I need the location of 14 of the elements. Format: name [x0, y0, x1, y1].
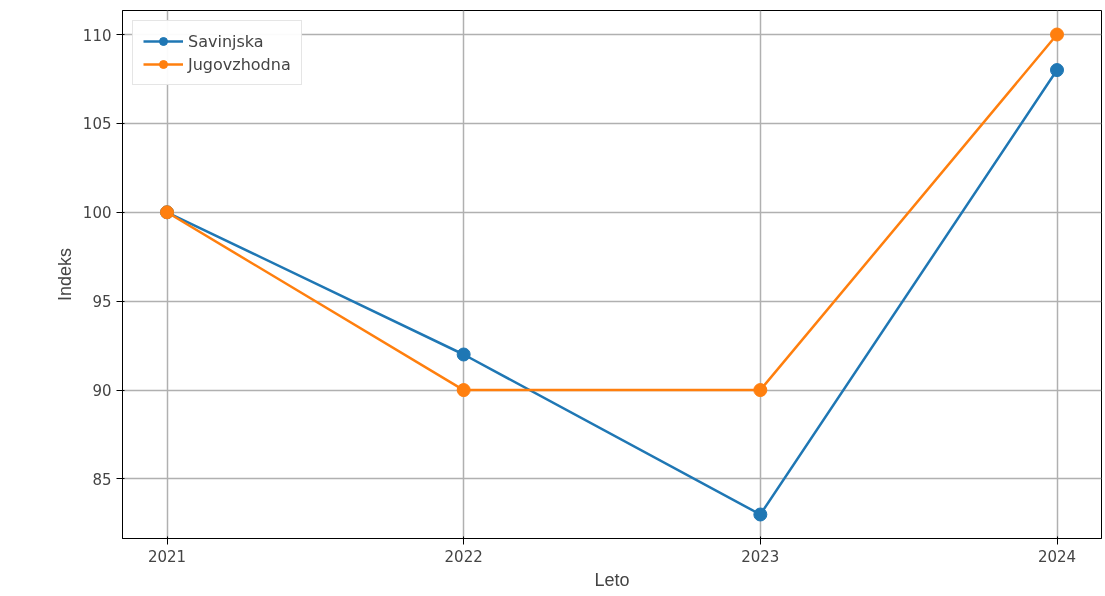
y-tick-label: 95	[92, 293, 112, 312]
y-tick-label: 105	[82, 115, 112, 134]
y-tick-label: 100	[82, 204, 112, 223]
x-tick-label: 2022	[444, 547, 483, 566]
x-tick-label: 2021	[147, 547, 187, 566]
legend-label: Jugovzhodna	[188, 54, 291, 74]
y-axis-title: Indeks	[54, 247, 75, 302]
y-tick-label: 110	[82, 26, 112, 45]
legend-label: Savinjska	[188, 31, 264, 51]
y-tick-label: 90	[92, 382, 112, 401]
x-axis-title: Leto	[594, 569, 630, 590]
y-tick-label: 85	[92, 470, 112, 489]
x-tick-label: 2024	[1037, 547, 1077, 566]
x-tick-label: 2023	[741, 547, 780, 566]
